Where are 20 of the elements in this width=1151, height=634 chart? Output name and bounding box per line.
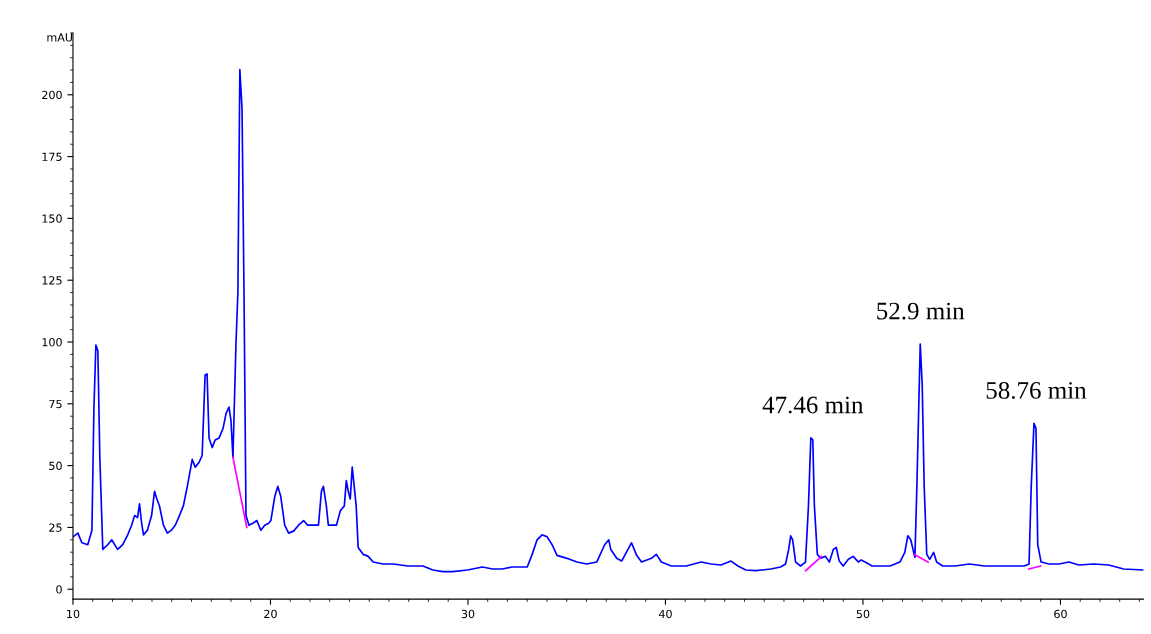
x-tick-label: 30 [461, 609, 475, 619]
y-tick-label: 75 [49, 399, 62, 409]
x-tick-label: 10 [67, 609, 80, 619]
x-tick-label: 40 [658, 609, 672, 619]
x-tick-label: 20 [264, 609, 277, 619]
x-tick-label: 50 [856, 609, 870, 619]
y-tick-label: 25 [49, 523, 62, 532]
annotation: 47.46 min [762, 396, 864, 414]
y-tick-label: 125 [42, 276, 62, 285]
y-tick-label: 150 [42, 214, 62, 223]
y-tick-label: 200 [42, 90, 62, 100]
y-axis-title: mAU [47, 33, 73, 42]
annotation: 52.9 min [877, 302, 965, 320]
x-tick-label: 60 [1054, 609, 1067, 619]
line-series [72, 68, 1144, 573]
y-tick-label: 50 [49, 461, 62, 470]
annotation: 58.76 min [986, 381, 1087, 399]
y-tick-label: 0 [56, 585, 62, 594]
y-tick-label: 175 [42, 152, 62, 161]
y-tick-label: 100 [42, 337, 62, 347]
